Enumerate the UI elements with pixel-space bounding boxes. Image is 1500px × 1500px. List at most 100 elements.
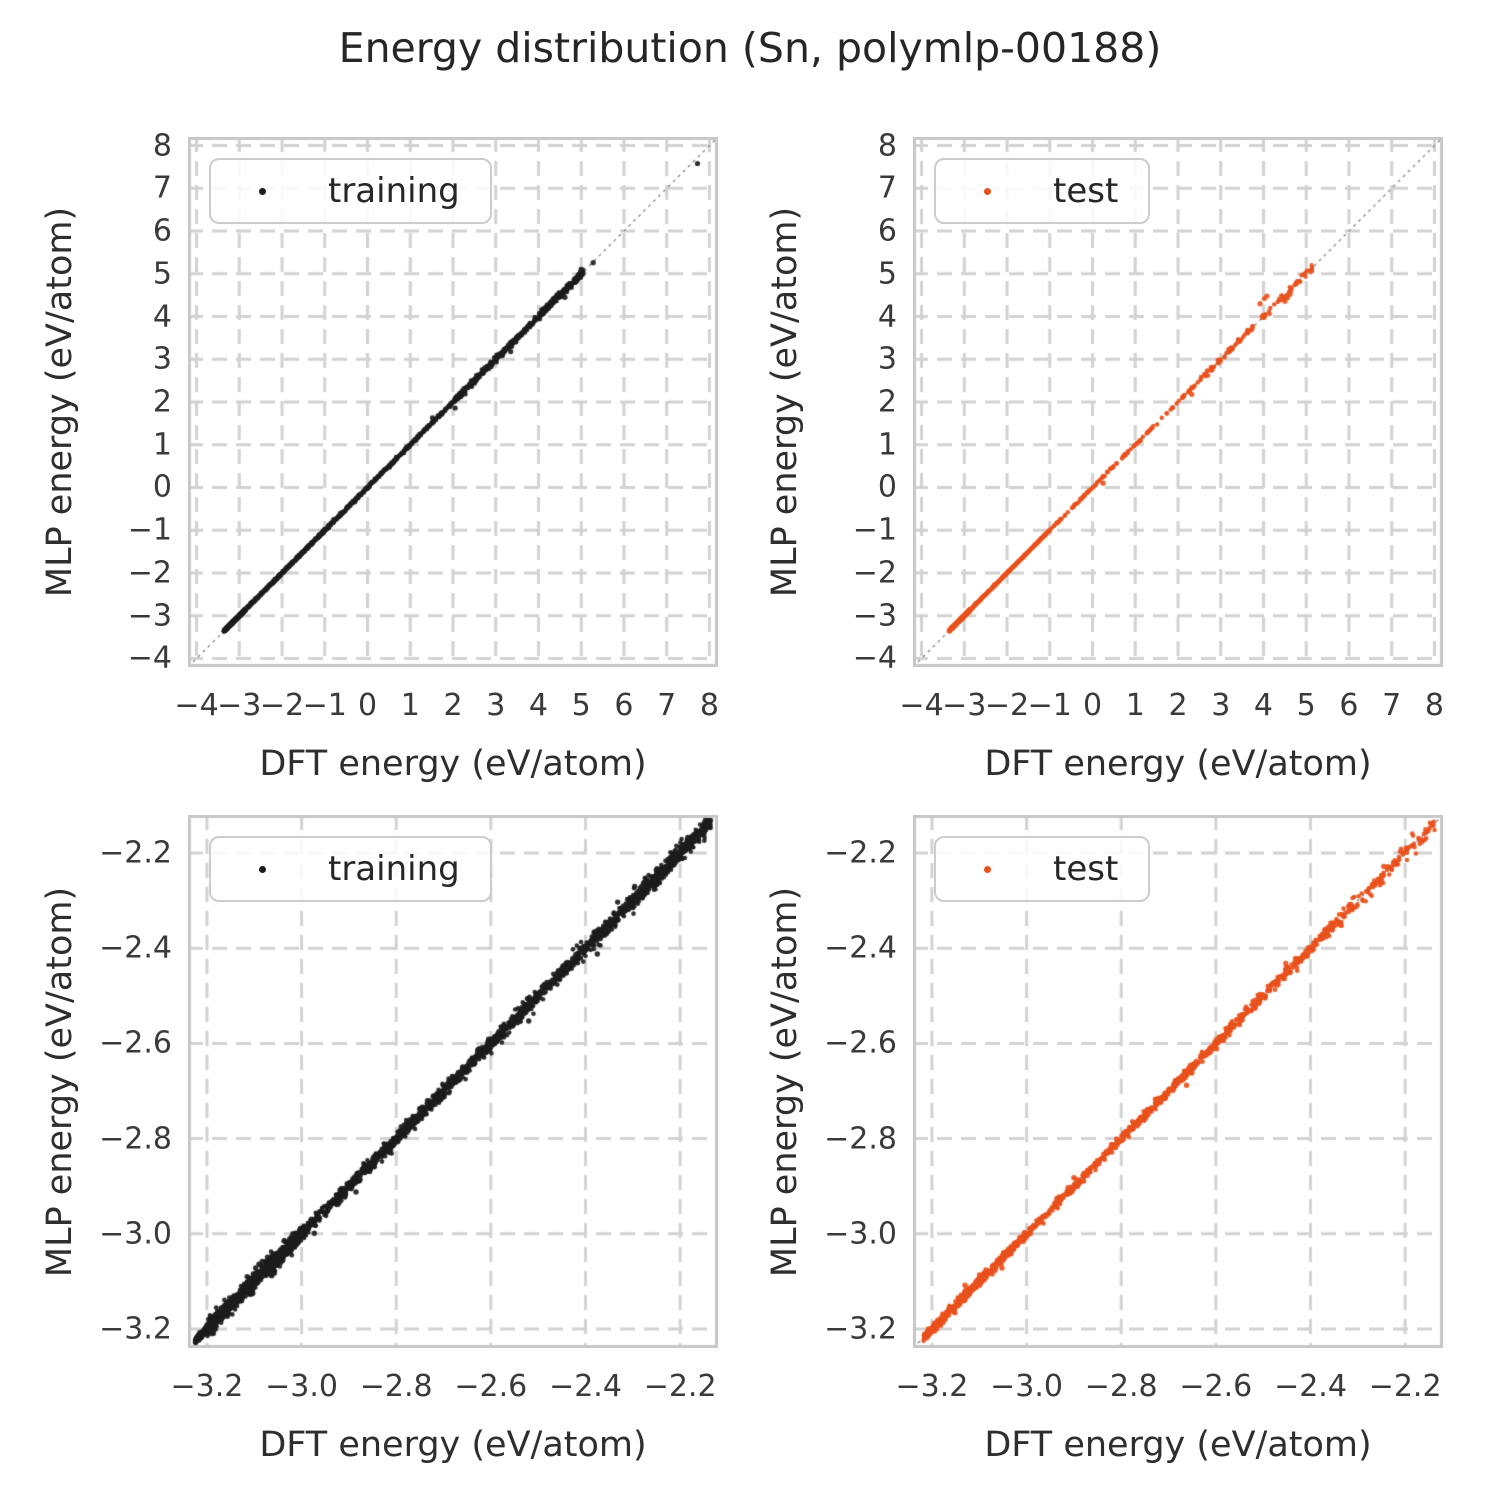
subplot-test-zoom: MLP energy (eV/atom) DFT energy (eV/atom… [765,815,1443,1465]
y-tick-label: 1 [877,427,897,463]
x-tick-label: 7 [657,688,677,723]
scatter-canvas [188,815,718,1348]
y-tick-label: 2 [877,384,897,420]
y-tick-label: 3 [152,341,172,377]
x-axis-label: DFT energy (eV/atom) [984,1425,1372,1465]
y-tick-label: −2.2 [99,835,172,871]
y-tick-label: 5 [152,256,172,292]
x-axis-label: DFT energy (eV/atom) [259,1425,647,1465]
subplot-test-full: MLP energy (eV/atom) DFT energy (eV/atom… [765,128,1444,784]
x-tick-label: −3.0 [265,1369,338,1404]
y-tick-label: −2.2 [824,835,897,871]
y-tick-label: −2.8 [824,1121,897,1157]
x-tick-label: −1 [1027,688,1072,723]
y-tick-label: −2.6 [99,1025,172,1061]
y-tick-label: −2.4 [99,930,172,966]
x-tick-label: −2 [984,688,1030,723]
x-tick-label: 6 [614,688,634,723]
legend-marker-icon [984,187,991,195]
y-tick-label: −3 [127,598,172,634]
x-tick-label: 6 [1339,688,1359,723]
x-tick-label: 8 [1424,688,1444,723]
y-tick-label: 7 [152,170,172,206]
x-tick-label: 3 [486,688,506,723]
x-tick-label: −2.6 [454,1369,528,1404]
y-tick-label: 6 [877,213,897,249]
y-tick-label: 3 [877,341,897,377]
legend-box: test [934,836,1151,902]
legend-box: training [209,836,492,902]
x-tick-label: −2.8 [1084,1369,1158,1404]
y-tick-label: −2 [852,555,897,591]
x-tick-label: −1 [302,688,347,723]
legend-box: test [934,158,1151,224]
y-tick-label: −1 [852,512,897,548]
y-tick-label: 5 [877,256,897,292]
x-tick-label: −3 [942,688,987,723]
x-tick-label: 7 [1382,688,1402,723]
x-tick-label: −2.4 [1274,1369,1347,1404]
x-tick-label: −4 [174,688,219,723]
y-tick-label: 2 [152,384,172,420]
legend-marker-icon [259,865,266,873]
y-tick-label: 4 [877,299,897,335]
scatter-canvas [913,815,1443,1348]
x-tick-label: −3.2 [895,1369,969,1404]
x-tick-label: 5 [571,688,591,723]
x-tick-label: 1 [1125,688,1145,723]
x-tick-label: 2 [443,688,463,723]
x-tick-label: 2 [1168,688,1188,723]
x-tick-label: −2.8 [359,1369,433,1404]
x-tick-label: −2.2 [643,1369,717,1404]
x-tick-label: −2.6 [1179,1369,1253,1404]
y-tick-label: 1 [152,427,172,463]
y-tick-label: 8 [877,128,897,164]
subplot-training-zoom: MLP energy (eV/atom) DFT energy (eV/atom… [40,815,718,1465]
x-tick-label: 0 [357,688,378,723]
y-tick-label: −3.0 [99,1216,172,1252]
y-tick-label: 7 [877,170,897,206]
x-tick-label: 4 [528,688,549,723]
scatter-canvas [913,137,1443,667]
x-tick-label: 3 [1211,688,1231,723]
x-tick-label: 0 [1082,688,1103,723]
legend-label: training [328,171,460,211]
y-tick-label: 6 [152,213,172,249]
x-tick-label: 5 [1296,688,1316,723]
y-tick-label: 0 [877,469,897,505]
figure-title: Energy distribution (Sn, polymlp-00188) [338,24,1162,72]
subplot-training-full: MLP energy (eV/atom) DFT energy (eV/atom… [40,128,719,784]
legend-label: test [1053,171,1119,211]
y-axis-label: MLP energy (eV/atom) [765,206,805,598]
legend-box: training [209,158,492,224]
x-tick-label: −3 [217,688,262,723]
y-tick-label: 8 [152,128,172,164]
y-axis-label: MLP energy (eV/atom) [765,886,805,1277]
y-tick-label: −2.6 [824,1025,897,1061]
x-tick-label: 8 [699,688,719,723]
x-axis-label: DFT energy (eV/atom) [259,744,647,784]
y-tick-label: −1 [127,512,172,548]
y-tick-label: −2.8 [99,1121,172,1157]
x-tick-label: 1 [400,688,420,723]
y-tick-label: −4 [127,640,172,676]
y-tick-label: 4 [152,299,172,335]
y-tick-label: −2.4 [824,930,897,966]
y-tick-label: −3.0 [824,1216,897,1252]
x-tick-label: −3.0 [990,1369,1063,1404]
y-axis-label: MLP energy (eV/atom) [40,886,80,1277]
y-tick-label: −3 [852,598,897,634]
legend-label: test [1053,849,1119,889]
scatter-canvas [188,137,718,667]
x-axis-label: DFT energy (eV/atom) [984,744,1372,784]
x-tick-label: −2.2 [1368,1369,1442,1404]
x-tick-label: −2.4 [549,1369,622,1404]
y-tick-label: 0 [152,469,172,505]
y-tick-label: −3.2 [824,1311,897,1347]
legend-label: training [328,849,460,889]
y-tick-label: −2 [127,555,172,591]
y-tick-label: −3.2 [99,1311,172,1347]
x-tick-label: −2 [259,688,305,723]
x-tick-label: −4 [899,688,944,723]
